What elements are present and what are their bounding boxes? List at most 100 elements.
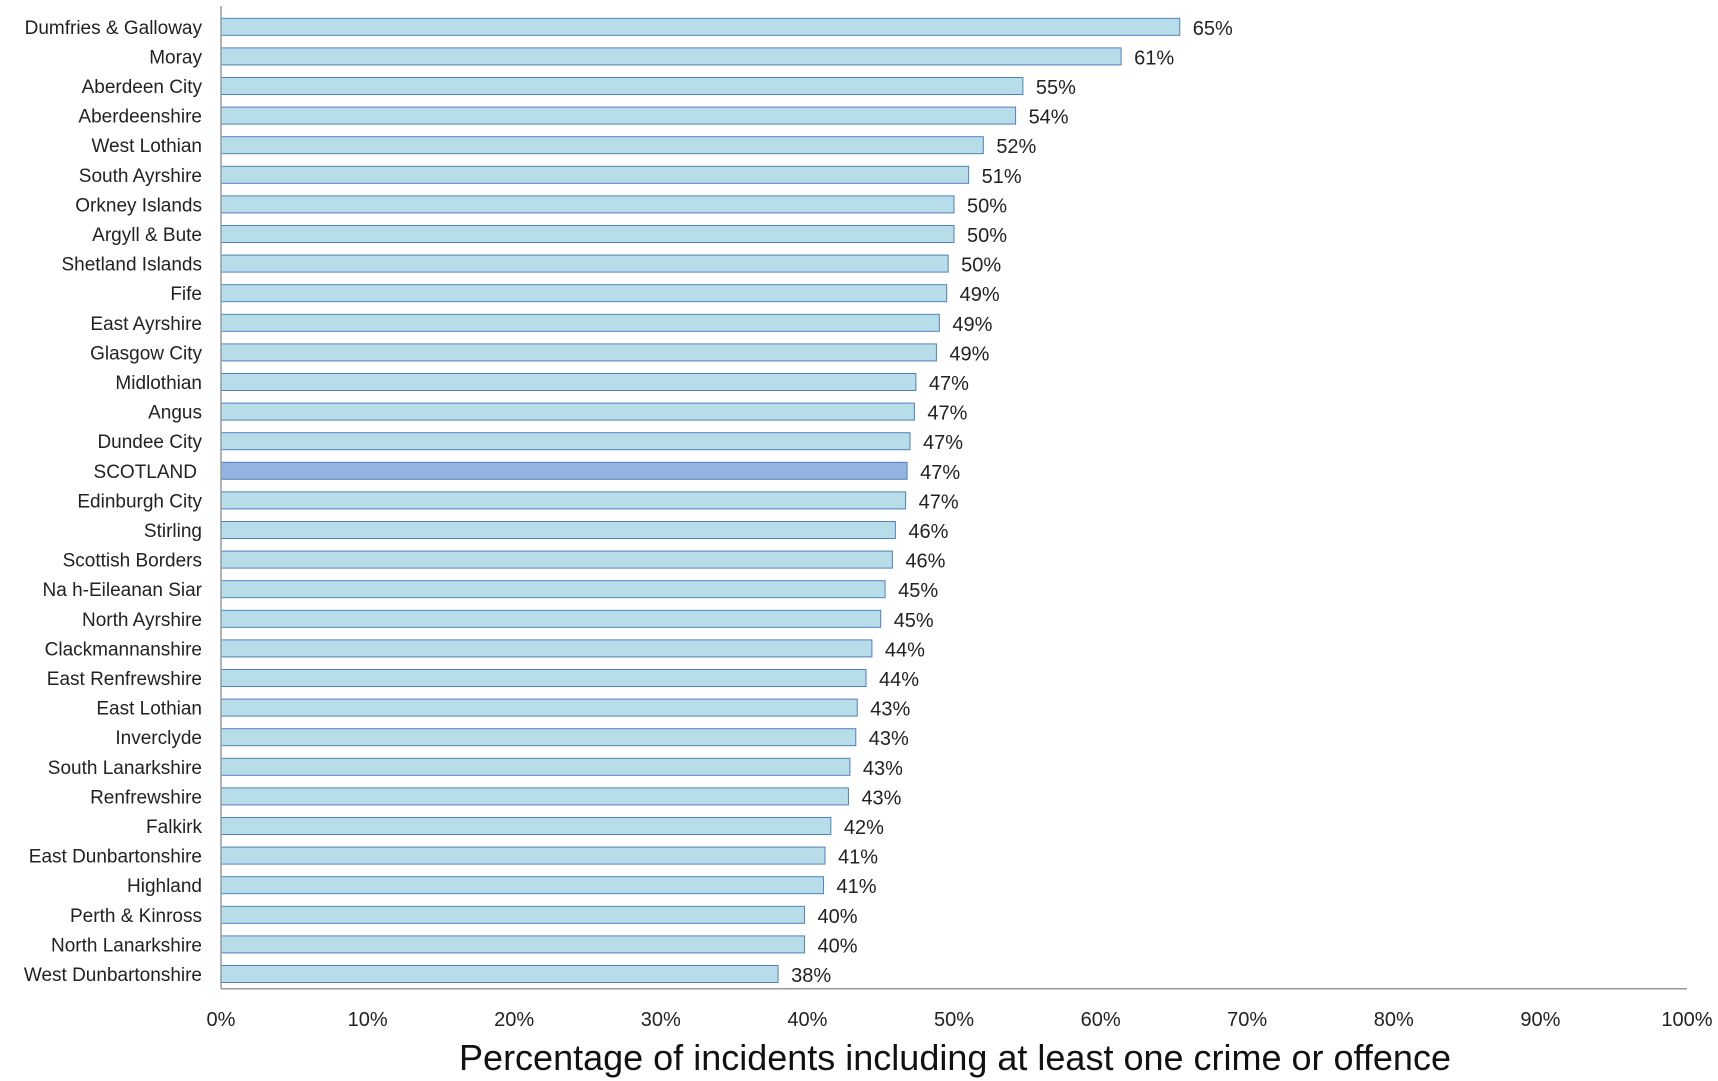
category-label: Na h-Eileanan Siar bbox=[43, 580, 203, 601]
bar bbox=[220, 17, 1181, 36]
data-label: 49% bbox=[960, 284, 1000, 306]
bar bbox=[220, 402, 915, 421]
data-label: 50% bbox=[967, 195, 1007, 217]
bar bbox=[220, 905, 805, 924]
data-label: 41% bbox=[838, 847, 878, 869]
bar bbox=[220, 461, 908, 480]
category-label: Perth & Kinross bbox=[70, 906, 202, 927]
bar bbox=[220, 254, 949, 273]
data-label: 52% bbox=[996, 136, 1036, 158]
category-label: Aberdeen City bbox=[82, 77, 203, 98]
data-label: 51% bbox=[982, 166, 1022, 188]
bar bbox=[220, 817, 832, 835]
data-label: 38% bbox=[791, 965, 831, 987]
x-tick-labels: 0% 10% 20% 30% 40% 50% 60% 70% 80% 90% 100% bbox=[207, 1009, 1713, 1031]
data-label: 54% bbox=[1029, 107, 1069, 129]
bar bbox=[220, 876, 825, 895]
category-label: South Lanarkshire bbox=[48, 758, 202, 779]
bar bbox=[220, 521, 896, 539]
bar bbox=[220, 965, 779, 983]
category-label: Edinburgh City bbox=[77, 491, 202, 512]
data-label: 47% bbox=[927, 403, 967, 425]
category-label: Aberdeenshire bbox=[78, 107, 202, 128]
category-label: Highland bbox=[127, 876, 202, 897]
bar bbox=[220, 136, 984, 155]
bar bbox=[220, 935, 805, 954]
category-label: Clackmannanshire bbox=[45, 639, 202, 660]
bar bbox=[220, 77, 1024, 95]
data-label: 40% bbox=[817, 935, 857, 957]
x-tick-label: 60% bbox=[1081, 1009, 1121, 1031]
bar bbox=[220, 165, 970, 184]
category-label: Orkney Islands bbox=[75, 195, 202, 216]
data-label: 41% bbox=[837, 876, 877, 898]
category-labels: Dumfries & Galloway Moray Aberdeen City Abe… bbox=[24, 18, 203, 986]
data-label: 50% bbox=[961, 255, 1001, 277]
bar bbox=[220, 225, 955, 243]
bar bbox=[220, 698, 858, 717]
bar bbox=[220, 284, 948, 303]
x-tick-label: 80% bbox=[1374, 1009, 1414, 1031]
data-label: 47% bbox=[920, 462, 960, 484]
x-axis-title: Percentage of incidents including at lea… bbox=[459, 1037, 1451, 1078]
bar bbox=[220, 757, 851, 776]
data-label: 45% bbox=[898, 580, 938, 602]
bar bbox=[220, 846, 826, 865]
x-tick-label: 70% bbox=[1227, 1009, 1267, 1031]
bar bbox=[220, 580, 886, 599]
data-label: 50% bbox=[967, 225, 1007, 247]
data-label: 43% bbox=[863, 758, 903, 780]
data-label: 65% bbox=[1193, 18, 1233, 40]
data-label: 46% bbox=[905, 551, 945, 573]
data-label: 43% bbox=[861, 787, 901, 809]
bar bbox=[220, 728, 857, 747]
category-label: East Ayrshire bbox=[90, 314, 202, 335]
category-label: Falkirk bbox=[146, 817, 202, 838]
bar bbox=[220, 313, 940, 332]
category-label: Shetland Islands bbox=[62, 255, 203, 276]
bars-layer bbox=[220, 17, 1181, 983]
data-label: 47% bbox=[929, 373, 969, 395]
category-label: East Dunbartonshire bbox=[29, 847, 202, 868]
x-tick-label: 10% bbox=[348, 1009, 388, 1031]
category-label: Angus bbox=[148, 403, 202, 424]
data-label: 47% bbox=[919, 491, 959, 513]
bar bbox=[220, 669, 867, 687]
data-label: 61% bbox=[1134, 47, 1174, 69]
data-label: 46% bbox=[908, 521, 948, 543]
category-label: North Lanarkshire bbox=[51, 935, 202, 956]
category-label: West Lothian bbox=[91, 136, 202, 157]
category-label: Moray bbox=[149, 47, 202, 68]
data-label: 44% bbox=[885, 639, 925, 661]
x-tick-label: 90% bbox=[1520, 1009, 1560, 1031]
category-label: Dundee City bbox=[97, 432, 202, 453]
bar bbox=[220, 609, 882, 628]
data-label: 45% bbox=[894, 610, 934, 632]
x-tick-label: 0% bbox=[207, 1009, 236, 1031]
bar bbox=[220, 373, 917, 391]
x-tick-label: 50% bbox=[934, 1009, 974, 1031]
category-label: Scottish Borders bbox=[63, 551, 202, 572]
category-label: East Lothian bbox=[96, 699, 202, 720]
data-label: 43% bbox=[869, 728, 909, 750]
data-label: 55% bbox=[1036, 77, 1076, 99]
x-tick-label: 30% bbox=[641, 1009, 681, 1031]
x-tick-label: 100% bbox=[1661, 1009, 1712, 1031]
category-label: Argyll & Bute bbox=[92, 225, 202, 246]
category-label: Inverclyde bbox=[115, 728, 202, 749]
x-tick-label: 20% bbox=[494, 1009, 534, 1031]
x-tick-label: 40% bbox=[787, 1009, 827, 1031]
data-label: 44% bbox=[879, 669, 919, 691]
data-label: 40% bbox=[817, 906, 857, 928]
data-label: 49% bbox=[952, 314, 992, 336]
bar bbox=[220, 47, 1122, 66]
bar bbox=[220, 491, 907, 510]
category-label: Fife bbox=[170, 284, 202, 305]
data-label: 43% bbox=[870, 699, 910, 721]
bar bbox=[220, 787, 849, 806]
category-label: West Dunbartonshire bbox=[24, 965, 202, 986]
value-labels: 65% 61% 55% 54% 52% 51% 50% 50% 50% 49% 49% 49% 47% 4… bbox=[791, 18, 1233, 987]
bar bbox=[220, 639, 873, 658]
bar bbox=[220, 343, 937, 362]
